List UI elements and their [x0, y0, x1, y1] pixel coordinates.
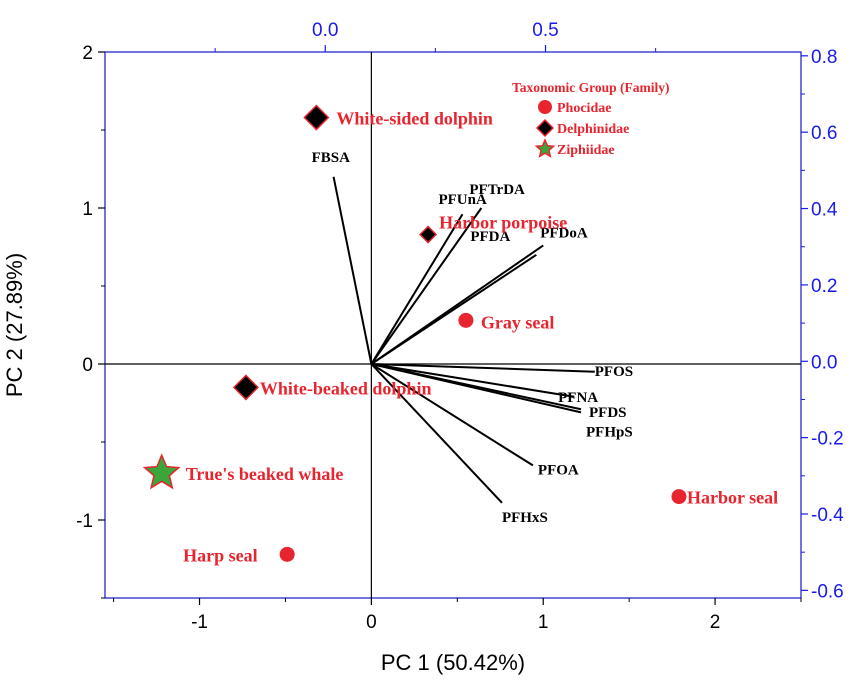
legend-marker-ziphiidae — [534, 138, 556, 158]
legend: Taxonomic Group (Family) Phocidae Delphini… — [512, 80, 670, 158]
y-tick-label: 1 — [82, 199, 93, 220]
y-axis-title: PC 2 (27.89%) — [2, 253, 27, 397]
score-marker-harbor-porpoise — [419, 225, 438, 244]
legend-title: Taxonomic Group (Family) — [512, 80, 670, 95]
loading-vector-fbsa — [332, 176, 373, 365]
y-tick-label: -1 — [76, 511, 93, 532]
x-tick-label: -1 — [191, 612, 208, 633]
right-tick-label: -0.2 — [811, 429, 844, 450]
loading-vector-pfoa — [370, 363, 534, 467]
y-tick-label: 2 — [82, 43, 93, 64]
loading-vector-pfhps — [371, 363, 582, 414]
right-tick-label: 0.8 — [811, 47, 837, 68]
loading-label-pfhxs: PFHxS — [502, 510, 548, 526]
score-marker-gray-seal — [458, 312, 474, 328]
zero-lines — [105, 52, 801, 598]
legend-label-ziphiidae: Ziphiidae — [557, 143, 615, 158]
right-tick-label: 0.0 — [811, 352, 837, 373]
loading-label-pfda: PFDA — [470, 229, 510, 245]
legend-label-phocidae: Phocidae — [557, 101, 611, 116]
score-marker-true-s-beaked-whale — [142, 453, 181, 490]
right-tick-label: 0.2 — [811, 276, 837, 297]
loading-vector-pftrda — [370, 207, 483, 365]
secondary-axes-frame — [104, 51, 802, 599]
top-tick-label: 0.0 — [312, 20, 338, 41]
loading-vector-pfos — [371, 363, 595, 373]
loading-vector-pfuna — [370, 213, 464, 365]
score-marker-white-sided-dolphin — [303, 104, 330, 131]
loading-label-pfoa: PFOA — [538, 462, 579, 478]
score-label-harp-seal: Harp seal — [183, 545, 258, 565]
score-label-true-s-beaked-whale: True's beaked whale — [186, 464, 344, 484]
x-tick-label: 1 — [538, 612, 549, 633]
loading-label-pfuna: PFUnA — [438, 192, 487, 208]
right-tick-label: -0.6 — [811, 581, 844, 602]
score-label-harbor-porpoise: Harbor porpoise — [439, 213, 567, 233]
loading-label-pfds: PFDS — [589, 405, 627, 421]
score-points: White-sided dolphin Harbor porpoise Gray s… — [142, 104, 778, 565]
score-label-gray-seal: Gray seal — [481, 312, 555, 332]
legend-label-delphinidae: Delphinidae — [557, 122, 629, 137]
loading-label-pfna: PFNA — [558, 390, 598, 406]
loading-label-pfos: PFOS — [595, 364, 633, 380]
right-tick-label: 0.4 — [811, 200, 838, 221]
loading-label-pfhps: PFHpS — [586, 424, 633, 440]
score-label-white-sided-dolphin: White-sided dolphin — [336, 109, 493, 129]
axis-ticks: -1 0 1 2 -1 0 1 2 0.0 0.5 -0.6 -0.4 -0.2 0.0 0.2 0.4 0.6… — [76, 20, 844, 633]
plot-frame — [104, 51, 802, 599]
loading-vector-pfhxs — [370, 363, 503, 504]
loading-vector-pfdoa — [370, 244, 544, 365]
y-tick-label: 0 — [82, 355, 93, 376]
x-tick-label: 0 — [366, 612, 377, 633]
score-marker-harbor-seal — [671, 489, 687, 505]
legend-marker-phocidae — [538, 100, 552, 114]
loading-vector-pfna — [371, 363, 575, 398]
right-tick-label: -0.4 — [811, 505, 844, 526]
loading-label-fbsa: FBSA — [312, 150, 351, 166]
x-axis-title: PC 1 (50.42%) — [381, 650, 525, 675]
score-label-white-beaked-dolphin: White-beaked dolphin — [260, 378, 432, 398]
top-tick-label: 0.5 — [532, 20, 558, 41]
score-marker-harp-seal — [279, 546, 295, 562]
loading-label-pfdoa: PFDoA — [540, 225, 588, 241]
legend-marker-delphinidae — [535, 118, 555, 138]
right-tick-label: 0.6 — [811, 123, 837, 144]
loading-label-pftrda: PFTrDA — [469, 182, 525, 198]
score-label-harbor-seal: Harbor seal — [687, 488, 778, 508]
x-tick-label: 2 — [710, 612, 721, 633]
score-marker-white-beaked-dolphin — [232, 374, 259, 401]
